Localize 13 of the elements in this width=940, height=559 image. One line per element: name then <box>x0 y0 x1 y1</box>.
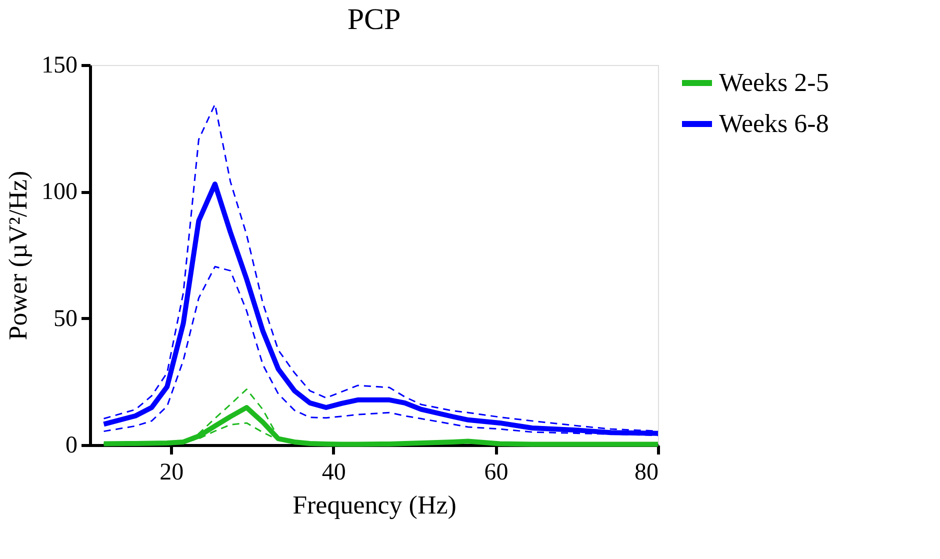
x-tick-label: 40 <box>322 460 346 486</box>
legend-label: Weeks 6-8 <box>719 109 829 138</box>
legend-label: Weeks 2-5 <box>719 68 829 97</box>
y-tick-label: 150 <box>42 52 78 78</box>
x-tick-label: 80 <box>634 460 658 486</box>
y-tick-label: 100 <box>42 179 78 206</box>
x-axis-title: Frequency (Hz) <box>292 490 456 520</box>
x-tick-label: 20 <box>160 460 184 486</box>
y-axis-title: Power (µV²/Hz) <box>4 170 32 340</box>
y-tick-label: 0 <box>66 432 78 458</box>
chart-title: PCP <box>347 3 401 36</box>
x-tick-label: 60 <box>484 460 508 486</box>
y-tick-label: 50 <box>54 306 78 332</box>
